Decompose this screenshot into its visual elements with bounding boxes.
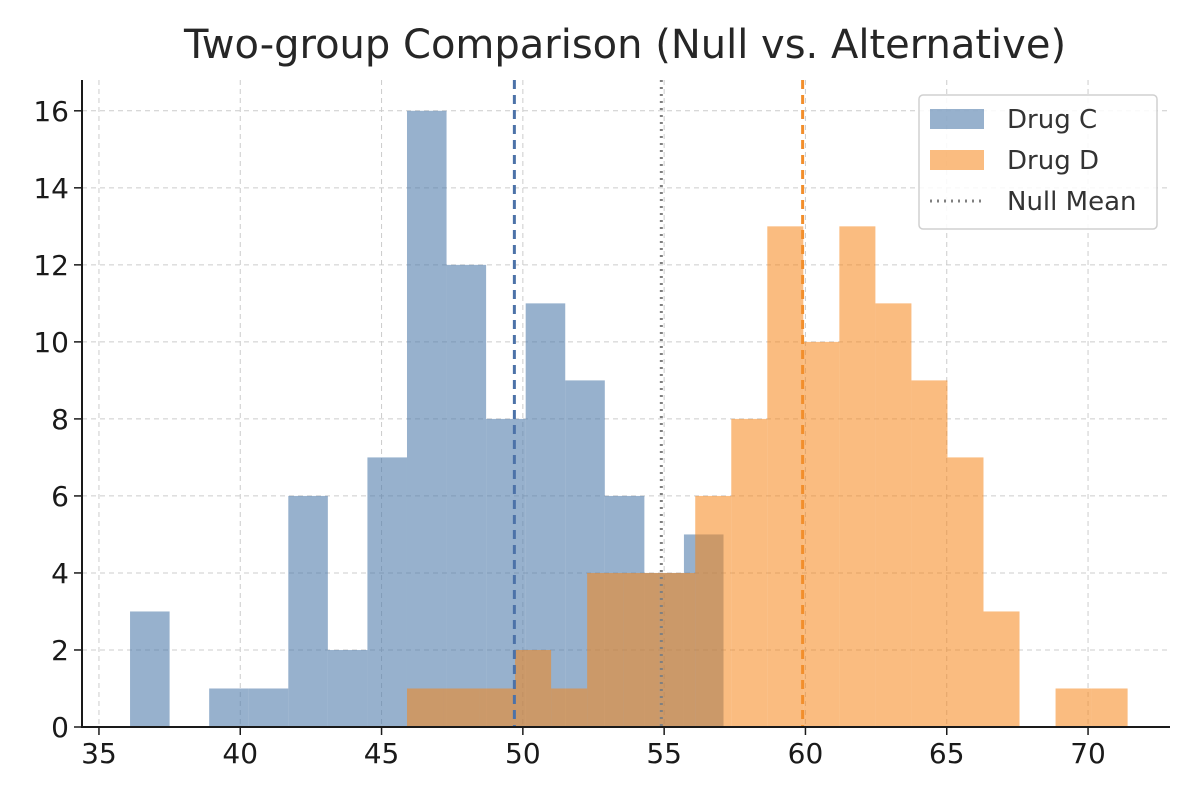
- bar-drug-c: [327, 649, 368, 727]
- y-tick-label: 14: [33, 172, 69, 205]
- legend-label-drug-d: Drug D: [1007, 146, 1099, 176]
- x-tick-label: 40: [222, 737, 258, 770]
- bar-drug-c: [209, 688, 249, 727]
- chart-title: Two-group Comparison (Null vs. Alternati…: [183, 22, 1067, 68]
- bar-drug-d: [479, 688, 516, 727]
- bar-drug-d: [839, 226, 876, 727]
- x-tick-label: 50: [505, 737, 541, 770]
- x-tick-label: 70: [1070, 737, 1106, 770]
- bar-drug-d: [659, 572, 696, 727]
- y-tick-label: 6: [51, 480, 69, 513]
- bar-drug-c: [288, 495, 328, 727]
- bar-drug-c: [406, 110, 447, 728]
- x-tick-label: 65: [929, 737, 965, 770]
- bar-drug-d: [1091, 688, 1128, 727]
- legend: Drug C Drug D Null Mean: [918, 94, 1158, 230]
- x-tick-label: 35: [81, 737, 117, 770]
- y-tick-label: 2: [51, 634, 69, 667]
- bar-drug-d: [406, 688, 444, 727]
- legend-swatch-drug-d: [930, 150, 984, 170]
- y-tick-label: 4: [51, 557, 69, 590]
- x-tick-label: 55: [646, 737, 682, 770]
- y-tick-label: 10: [33, 326, 69, 359]
- bar-drug-d: [623, 572, 660, 727]
- series-drug-d-bars: [406, 226, 1128, 727]
- bar-drug-d: [587, 572, 624, 727]
- bar-drug-d: [731, 418, 768, 727]
- bar-drug-d: [515, 649, 552, 727]
- y-tick-label: 8: [51, 403, 69, 436]
- bar-drug-d: [911, 380, 948, 727]
- bar-drug-c: [446, 264, 487, 727]
- bar-drug-d: [443, 688, 480, 727]
- bar-drug-c: [367, 457, 407, 727]
- y-tick-label: 0: [51, 711, 69, 744]
- bar-drug-d: [875, 303, 912, 727]
- bar-drug-d: [695, 495, 732, 727]
- y-tick-label: 16: [33, 95, 69, 128]
- bar-drug-d: [983, 611, 1020, 727]
- legend-label-null-mean: Null Mean: [1007, 187, 1136, 217]
- bar-drug-d: [1055, 688, 1092, 727]
- reference-lines: [512, 80, 805, 727]
- x-tick-label: 60: [788, 737, 824, 770]
- bar-drug-c: [248, 688, 289, 727]
- legend-label-drug-c: Drug C: [1007, 105, 1097, 135]
- bar-drug-d: [947, 457, 984, 727]
- bar-drug-d: [551, 688, 588, 727]
- y-tick-label: 12: [33, 249, 69, 282]
- tick-labels: 35 40 45 50 55 60 65 70 0 2 4 6 8 10 12 14 16: [33, 95, 1106, 770]
- legend-swatch-drug-c: [930, 109, 984, 129]
- x-tick-label: 45: [364, 737, 400, 770]
- bar-drug-c: [130, 611, 170, 727]
- bar-drug-d: [767, 226, 804, 727]
- bar-drug-d: [803, 341, 840, 727]
